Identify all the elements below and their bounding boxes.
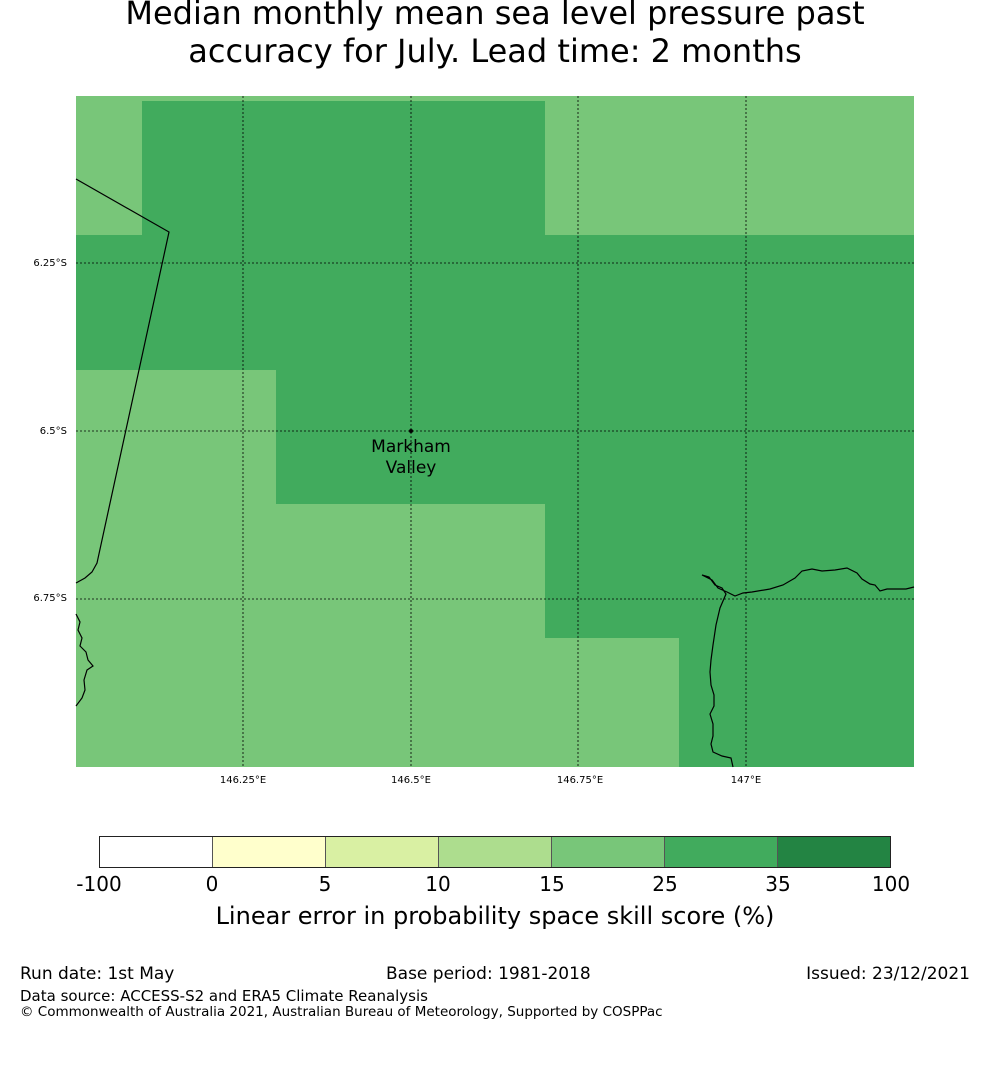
colorbar-segment [552, 837, 665, 867]
colorbar-segment [439, 837, 552, 867]
skill-grid-cells [76, 96, 914, 767]
colorbar-segment [213, 837, 326, 867]
colorbar-label: Linear error in probability space skill … [215, 902, 775, 930]
lon-tick-label: 147°E [731, 775, 761, 786]
copyright: © Commonwealth of Australia 2021, Austra… [20, 1004, 663, 1020]
lon-tick-label: 146.25°E [220, 775, 266, 786]
colorbar [99, 836, 891, 868]
colorbar-segment [665, 837, 778, 867]
lon-tick-labels: 146.25°E 146.5°E 146.75°E 147°E [220, 775, 761, 786]
base-period: Base period: 1981-2018 [386, 964, 591, 984]
grid-cell-high [679, 638, 914, 767]
run-date: Run date: 1st May [20, 964, 175, 984]
coastlines-and-borders [75, 178, 915, 768]
grid-cell-high [142, 101, 545, 235]
coastline-east [701, 567, 915, 768]
colorbar-tick: -100 [76, 872, 122, 896]
colorbar-tick: 100 [871, 872, 911, 896]
coastline-west [75, 613, 94, 707]
location-label-line-2: Valley [386, 458, 437, 478]
colorbar-segment [100, 837, 213, 867]
location-label-line-1: Markham [371, 437, 451, 457]
colorbar-tick: 25 [652, 872, 678, 896]
colorbar-tick: 0 [205, 872, 219, 896]
data-source: Data source: ACCESS-S2 and ERA5 Climate … [20, 987, 428, 1005]
colorbar-tick: 5 [318, 872, 332, 896]
colorbar-tick: 15 [539, 872, 565, 896]
grid-cell-high [276, 370, 914, 504]
skill-map: Markham Valley 146.25°E 146.5°E 146.75°E… [33, 96, 915, 786]
colorbar-tick: 35 [765, 872, 791, 896]
lon-tick-label: 146.5°E [391, 775, 431, 786]
lon-tick-label: 146.75°E [557, 775, 603, 786]
lat-tick-labels: 6.25°S 6.5°S 6.75°S [33, 258, 67, 604]
grid-cell-high [545, 504, 914, 638]
colorbar-tick: 10 [425, 872, 451, 896]
grid-cell-high [76, 235, 914, 370]
border-line [75, 178, 170, 584]
colorbar-segment [778, 837, 890, 867]
title-line-2: accuracy for July. Lead time: 2 months [188, 32, 802, 70]
colorbar-segment [326, 837, 439, 867]
lat-tick-label: 6.25°S [33, 258, 67, 269]
chart-title: Median monthly mean sea level pressure p… [0, 0, 990, 70]
lat-tick-label: 6.5°S [40, 426, 67, 437]
title-line-1: Median monthly mean sea level pressure p… [125, 0, 865, 32]
issued-date: Issued: 23/12/2021 [806, 964, 970, 984]
lat-tick-label: 6.75°S [33, 593, 67, 604]
location-marker [409, 429, 413, 433]
